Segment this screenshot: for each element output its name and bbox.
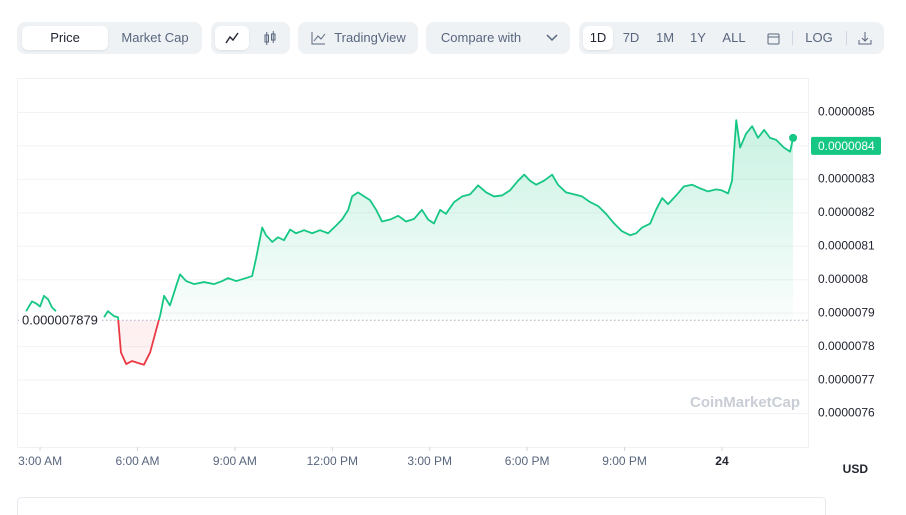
candle-icon xyxy=(264,31,276,45)
x-tick-label: 6:00 PM xyxy=(505,454,550,468)
line-icon xyxy=(225,32,239,44)
y-tick-label: 0.000008 xyxy=(818,272,868,286)
y-tick-label: 0.0000078 xyxy=(818,339,875,353)
divider xyxy=(846,31,847,45)
chevron xyxy=(546,34,558,42)
tradingview-button[interactable]: TradingView xyxy=(298,22,418,54)
y-tick-label: 0.0000085 xyxy=(818,105,875,119)
candle-button[interactable] xyxy=(253,26,287,50)
tab[interactable]: Market Cap xyxy=(121,30,189,45)
y-tick-label: 0.0000083 xyxy=(818,172,875,186)
price-area xyxy=(26,120,794,365)
last-price-label: 0.0000084 xyxy=(818,139,875,153)
dropdown-label: Compare with xyxy=(440,30,522,45)
line-button[interactable] xyxy=(215,26,249,50)
price-line xyxy=(25,119,794,366)
x-tick-label: 9:00 PM xyxy=(602,454,647,468)
range[interactable]: 1Y xyxy=(690,30,706,45)
chart-style xyxy=(211,22,290,54)
y-tick-label: 0.0000076 xyxy=(818,406,875,420)
chart-icon xyxy=(311,32,326,45)
y-tick-label: 0.0000081 xyxy=(818,238,875,252)
x-tick-label: 12:00 PM xyxy=(307,454,358,468)
currency: USD xyxy=(843,462,869,476)
tab[interactable]: Price xyxy=(22,26,108,50)
button-label: TradingView xyxy=(334,30,406,45)
compare-dropdown[interactable]: Compare with xyxy=(426,22,570,54)
log-button[interactable]: LOG xyxy=(805,30,833,45)
range-switch: 1D 7D 1M 1Y ALL LOG xyxy=(579,22,884,54)
reference-label-bg xyxy=(19,312,101,329)
last-point xyxy=(789,133,798,142)
view-switch: Price Market Cap xyxy=(17,22,202,54)
plot-frame xyxy=(17,78,809,448)
x-tick-label: 9:00 AM xyxy=(213,454,257,468)
range[interactable]: 1D xyxy=(583,26,613,50)
y-tick-label: 0.0000077 xyxy=(818,372,875,386)
range[interactable]: 7D xyxy=(622,30,640,45)
calendar-button[interactable] xyxy=(767,32,780,45)
x-tick-label: 24 xyxy=(715,454,729,468)
x-tick-label: 6:00 AM xyxy=(115,454,159,468)
y-tick-label: 0.0000082 xyxy=(818,205,875,219)
range[interactable]: ALL xyxy=(722,30,746,45)
download-button[interactable] xyxy=(858,31,872,45)
reference-label: 0.000007879 xyxy=(22,313,98,328)
x-tick-label: 3:00 PM xyxy=(407,454,452,468)
range[interactable]: 1M xyxy=(655,30,675,45)
watermark: CoinMarketCap xyxy=(690,394,800,411)
x-tick-label: 3:00 AM xyxy=(18,454,62,468)
y-tick-label: 0.0000079 xyxy=(818,305,875,319)
last-price-badge xyxy=(811,136,881,155)
divider xyxy=(792,31,793,45)
navigator xyxy=(17,497,826,515)
